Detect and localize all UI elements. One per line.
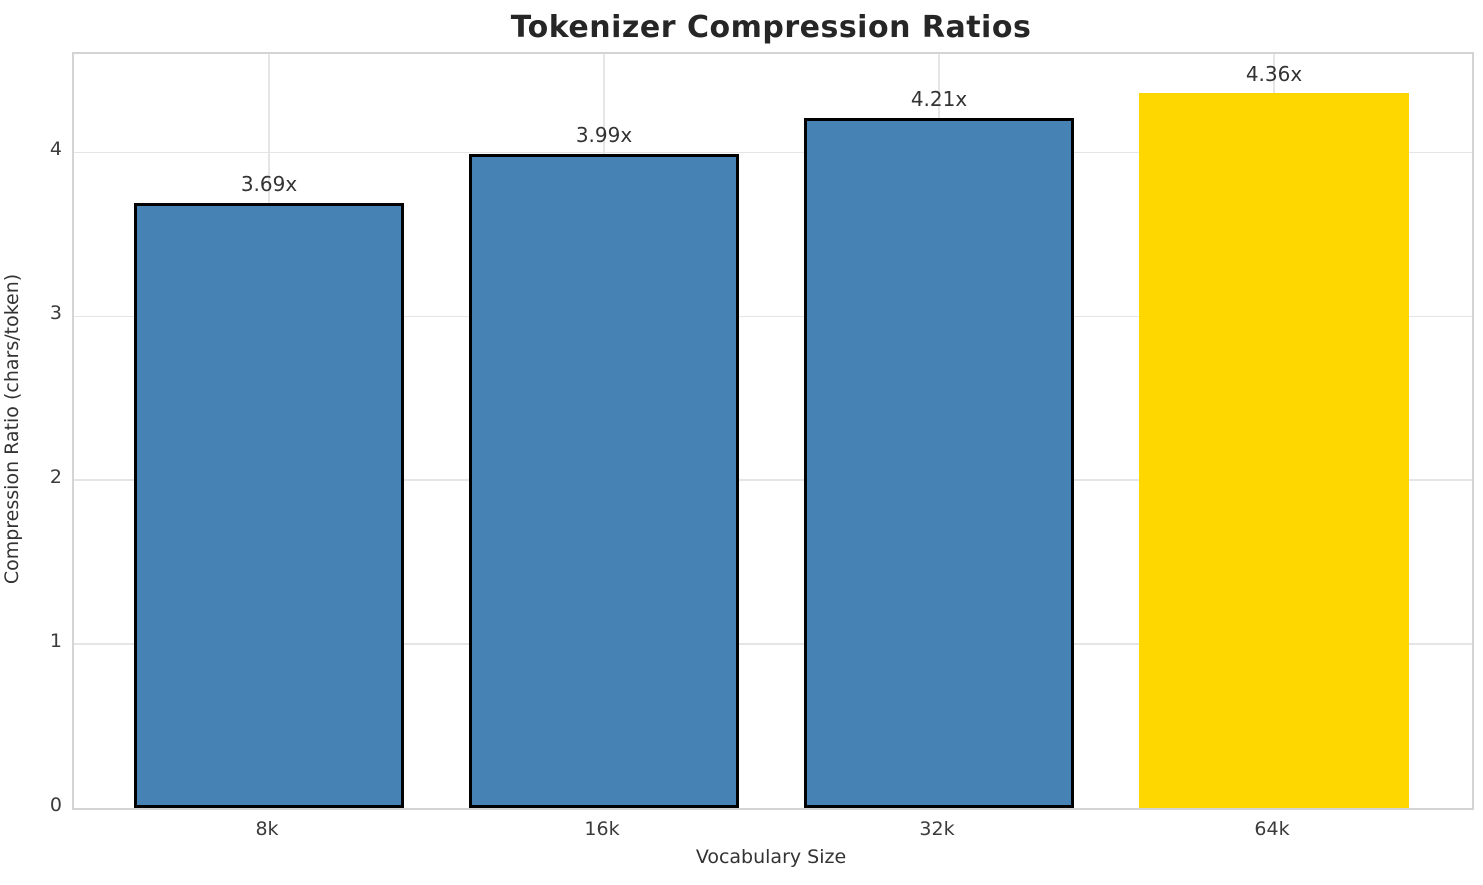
x-tick-label: 8k: [255, 818, 279, 840]
plot-area: 3.69x 3.99x 4.21x 4.36x: [72, 52, 1474, 810]
chart-title: Tokenizer Compression Ratios: [510, 10, 1032, 45]
x-axis-label: Vocabulary Size: [695, 846, 847, 868]
bar-value-label: 3.99x: [575, 123, 633, 147]
y-tick-label: 3: [49, 302, 62, 325]
y-tick-label: 1: [49, 630, 62, 653]
bar-64k: [1139, 93, 1409, 808]
h-gridline: [74, 315, 1472, 318]
bar-value-label: 4.36x: [1245, 62, 1303, 87]
bar-8k: [134, 203, 404, 808]
h-gridline: [74, 643, 1472, 645]
bar-value-label: 4.21x: [910, 86, 968, 111]
bar-value-label: 3.69x: [240, 172, 298, 197]
bar-32k: [804, 117, 1074, 808]
y-tick-label: 4: [49, 138, 62, 161]
h-gridline: [74, 479, 1472, 481]
x-tick-label: 64k: [1254, 818, 1290, 840]
bar-16k: [469, 154, 739, 808]
y-axis-label: Compression Ratio (chars/token): [1, 273, 23, 585]
x-tick-label: 16k: [584, 818, 620, 840]
x-tick-label: 32k: [919, 818, 955, 840]
y-tick-label: 2: [49, 466, 62, 489]
y-tick-label: 0: [49, 794, 62, 816]
h-gridline: [74, 151, 1472, 154]
